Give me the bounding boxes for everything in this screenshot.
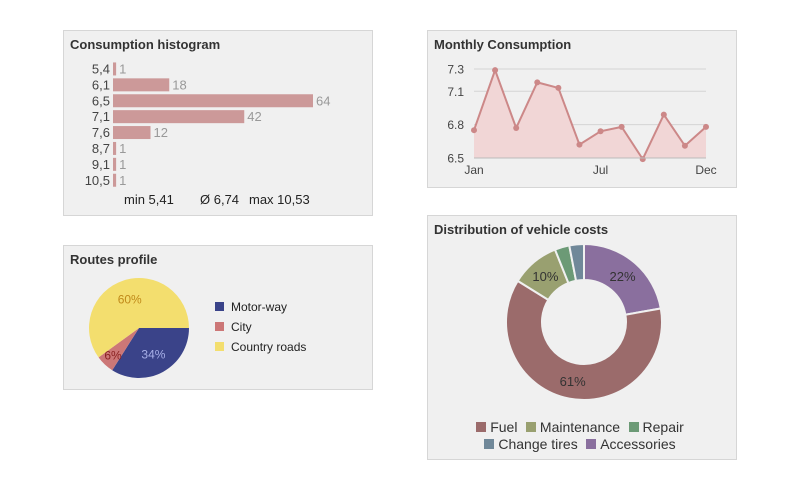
legend-change-tires-label: Change tires xyxy=(498,436,578,452)
monthly-data-point xyxy=(576,141,583,148)
legend-fuel-label: Fuel xyxy=(490,419,518,435)
histogram-category-label: 6,5 xyxy=(92,93,110,108)
histogram-category-label: 7,6 xyxy=(92,125,110,140)
histogram-value-label: 1 xyxy=(119,61,126,76)
legend-motorway: Motor-way xyxy=(215,300,287,314)
histogram-bar xyxy=(113,141,117,155)
monthly-data-point xyxy=(597,128,604,135)
legend-motorway-label: Motor-way xyxy=(231,300,288,314)
histogram-category-label: 6,1 xyxy=(92,77,110,92)
vehicle-costs-panel: Distribution of vehicle costs 22% 61% 10% … xyxy=(427,215,737,460)
monthly-data-point xyxy=(471,127,477,134)
routes-profile-panel: Routes profile 34% 6% 60% Motor-way City C… xyxy=(63,245,373,390)
monthly-data-point xyxy=(618,123,625,130)
monthly-data-point xyxy=(660,111,667,118)
histogram-value-label: 1 xyxy=(119,173,126,188)
histogram-min: min 5,41 xyxy=(124,192,174,207)
consumption-histogram-panel: Consumption histogram 5,4 1 6,1 18 6,5 64 7,1 4… xyxy=(63,30,373,216)
costs-donut-chart: 22% 61% 10% xyxy=(505,242,663,401)
legend-change-tires: Change tires xyxy=(484,436,578,452)
routes-title: Routes profile xyxy=(70,252,158,267)
histogram-bar xyxy=(113,78,170,92)
monthly-data-point xyxy=(555,84,562,91)
monthly-y-tick-label: 7.3 xyxy=(447,63,464,77)
country-roads-swatch xyxy=(215,342,224,351)
legend-country-roads-label: Country roads xyxy=(231,340,307,354)
routes-pie-slice xyxy=(112,328,189,378)
histogram-value-label: 1 xyxy=(119,157,126,172)
accessories-swatch xyxy=(586,439,597,449)
monthly-area-fill xyxy=(474,70,706,160)
legend-country-roads: Country roads xyxy=(215,340,306,354)
histogram-value-label: 42 xyxy=(247,109,261,124)
histogram-bar xyxy=(113,157,117,171)
legend-accessories: Accessories xyxy=(586,436,676,452)
legend-city-label: City xyxy=(231,320,252,334)
monthly-y-tick-label: 6.5 xyxy=(447,152,464,166)
histogram-category-label: 8,7 xyxy=(92,141,110,156)
legend-accessories-label: Accessories xyxy=(600,436,676,452)
motorway-swatch xyxy=(215,302,224,311)
histogram-average: Ø 6,74 xyxy=(200,192,240,207)
monthly-data-point xyxy=(534,79,541,86)
legend-repair-label: Repair xyxy=(642,419,684,435)
histogram-bar xyxy=(113,62,117,76)
histogram-value-label: 64 xyxy=(316,93,330,108)
monthly-title: Monthly Consumption xyxy=(434,37,572,52)
monthly-consumption-panel: Monthly Consumption 6.5 6.8 7.1 7.3 Jan Jul De… xyxy=(427,30,737,188)
legend-maintenance: Maintenance xyxy=(525,419,621,435)
costs-slice-label: 10% xyxy=(532,269,558,284)
legend-repair: Repair xyxy=(628,419,684,435)
histogram-category-label: 7,1 xyxy=(92,109,110,124)
costs-slice-label: 22% xyxy=(610,269,636,284)
histogram-bar xyxy=(113,94,313,108)
histogram-value-label: 12 xyxy=(154,125,168,140)
routes-pie-slice xyxy=(98,328,139,371)
monthly-data-point xyxy=(681,142,688,149)
routes-slice-label: 60% xyxy=(118,292,142,306)
histogram-max: max 10,53 xyxy=(249,192,310,207)
fuel-swatch xyxy=(476,422,487,432)
histogram-category-label: 10,5 xyxy=(85,173,110,188)
monthly-y-tick-label: 7.1 xyxy=(447,85,464,99)
maintenance-swatch xyxy=(525,422,536,432)
monthly-y-tick-label: 6.8 xyxy=(447,118,464,132)
histogram-title: Consumption histogram xyxy=(70,37,221,52)
monthly-x-tick-label: Dec xyxy=(695,163,716,177)
legend-city: City xyxy=(215,320,252,334)
monthly-data-point xyxy=(513,124,520,131)
histogram-bar xyxy=(113,126,151,140)
histogram-value-label: 1 xyxy=(119,141,126,156)
monthly-x-tick-label: Jul xyxy=(593,163,608,177)
routes-slice-label: 6% xyxy=(104,349,122,363)
monthly-x-tick-label: Jan xyxy=(464,163,483,177)
costs-legend: Fuel Maintenance Repair Change tires Acc… xyxy=(428,419,736,453)
routes-slice-label: 34% xyxy=(141,347,165,361)
city-swatch xyxy=(215,322,224,331)
change-tires-swatch xyxy=(484,439,495,449)
monthly-area-chart: 6.5 6.8 7.1 7.3 Jan Jul Dec xyxy=(447,63,716,178)
monthly-data-point xyxy=(639,156,646,163)
histogram-bar xyxy=(113,173,117,187)
legend-maintenance-label: Maintenance xyxy=(539,419,621,435)
routes-pie-slice xyxy=(88,278,189,358)
monthly-series-line xyxy=(473,67,707,162)
histogram-category-label: 9,1 xyxy=(92,157,110,172)
legend-fuel: Fuel xyxy=(476,419,517,435)
monthly-data-point xyxy=(492,67,499,74)
histogram-chart: 5,4 1 6,1 18 6,5 64 7,1 42 7,6 12 8,7 1 9,1 1 10,5 1 xyxy=(85,61,331,188)
costs-slice-label: 61% xyxy=(560,374,586,389)
monthly-data-point xyxy=(703,123,709,130)
histogram-value-label: 18 xyxy=(172,77,186,92)
repair-swatch xyxy=(628,422,639,432)
histogram-bar xyxy=(113,110,245,124)
histogram-category-label: 5,4 xyxy=(92,61,110,76)
costs-donut-slice xyxy=(505,279,663,401)
routes-pie-chart: 34% 6% 60% xyxy=(88,278,189,378)
costs-donut-slice xyxy=(568,242,585,282)
costs-title: Distribution of vehicle costs xyxy=(434,222,609,237)
